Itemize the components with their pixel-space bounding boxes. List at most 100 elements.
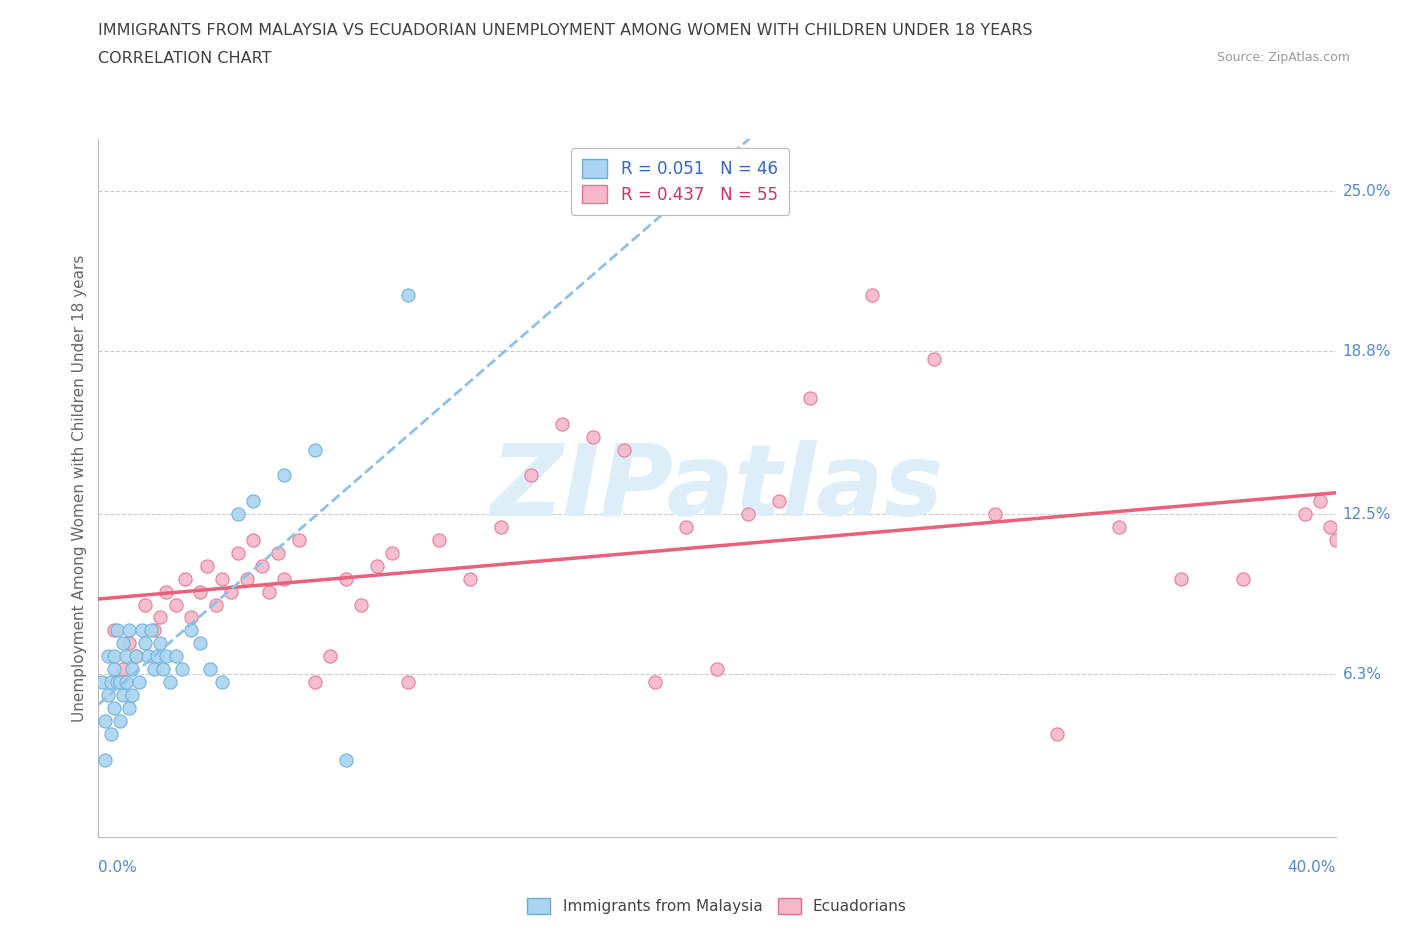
Point xyxy=(1319,520,1341,535)
Point xyxy=(90,674,112,689)
Text: Source: ZipAtlas.com: Source: ZipAtlas.com xyxy=(1216,51,1350,64)
Point xyxy=(381,545,404,560)
Point xyxy=(304,674,326,689)
Point xyxy=(221,584,243,599)
Point xyxy=(366,558,388,573)
Point xyxy=(124,649,146,664)
Point xyxy=(737,507,759,522)
Point xyxy=(149,636,172,651)
Point xyxy=(121,661,143,676)
Point xyxy=(149,610,172,625)
Point xyxy=(112,661,135,676)
Point xyxy=(205,597,228,612)
Point xyxy=(335,752,357,767)
Point xyxy=(396,674,419,689)
Text: 12.5%: 12.5% xyxy=(1343,507,1391,522)
Point xyxy=(108,674,131,689)
Point xyxy=(489,520,512,535)
Point xyxy=(226,545,249,560)
Point xyxy=(143,623,166,638)
Point xyxy=(288,533,311,548)
Point xyxy=(180,623,202,638)
Point xyxy=(273,571,295,586)
Point xyxy=(174,571,197,586)
Point xyxy=(131,623,153,638)
Point xyxy=(236,571,259,586)
Point xyxy=(97,649,120,664)
Point xyxy=(520,468,543,483)
Point xyxy=(350,597,373,612)
Point xyxy=(97,687,120,702)
Text: ZIPatlas: ZIPatlas xyxy=(491,440,943,537)
Point xyxy=(112,687,135,702)
Point xyxy=(165,649,187,664)
Point xyxy=(335,571,357,586)
Point xyxy=(860,287,883,302)
Point xyxy=(242,494,264,509)
Point xyxy=(180,610,202,625)
Point xyxy=(143,661,166,676)
Point xyxy=(799,391,821,405)
Text: 18.8%: 18.8% xyxy=(1343,344,1391,359)
Point xyxy=(190,636,212,651)
Point xyxy=(304,442,326,457)
Point xyxy=(152,661,174,676)
Text: 0.0%: 0.0% xyxy=(98,860,138,875)
Point xyxy=(103,649,125,664)
Point xyxy=(211,571,233,586)
Point xyxy=(103,700,125,715)
Point xyxy=(100,726,122,741)
Point xyxy=(165,597,187,612)
Point xyxy=(155,649,177,664)
Point xyxy=(1046,726,1069,741)
Point xyxy=(458,571,481,586)
Text: 6.3%: 6.3% xyxy=(1343,667,1382,682)
Point xyxy=(267,545,290,560)
Point xyxy=(118,700,141,715)
Point xyxy=(1170,571,1192,586)
Point xyxy=(159,674,181,689)
Point xyxy=(118,623,141,638)
Point xyxy=(1108,520,1130,535)
Point xyxy=(1294,507,1316,522)
Point xyxy=(1309,494,1331,509)
Point xyxy=(134,597,156,612)
Text: IMMIGRANTS FROM MALAYSIA VS ECUADORIAN UNEMPLOYMENT AMONG WOMEN WITH CHILDREN UN: IMMIGRANTS FROM MALAYSIA VS ECUADORIAN U… xyxy=(98,23,1033,38)
Point xyxy=(105,623,128,638)
Point xyxy=(134,636,156,651)
Point xyxy=(195,558,218,573)
Point xyxy=(105,674,128,689)
Point xyxy=(93,713,115,728)
Point xyxy=(1232,571,1254,586)
Text: 25.0%: 25.0% xyxy=(1343,183,1391,199)
Point xyxy=(128,674,150,689)
Point xyxy=(252,558,274,573)
Point xyxy=(396,287,419,302)
Point xyxy=(768,494,790,509)
Point xyxy=(136,649,159,664)
Point xyxy=(115,674,138,689)
Point xyxy=(103,661,125,676)
Point xyxy=(613,442,636,457)
Point xyxy=(427,533,450,548)
Point xyxy=(198,661,221,676)
Point xyxy=(1324,533,1347,548)
Y-axis label: Unemployment Among Women with Children Under 18 years: Unemployment Among Women with Children U… xyxy=(72,255,87,722)
Text: CORRELATION CHART: CORRELATION CHART xyxy=(98,51,271,66)
Point xyxy=(211,674,233,689)
Point xyxy=(984,507,1007,522)
Point xyxy=(190,584,212,599)
Point xyxy=(551,417,574,432)
Point xyxy=(115,649,138,664)
Point xyxy=(706,661,728,676)
Point xyxy=(93,752,115,767)
Point xyxy=(155,584,177,599)
Point xyxy=(112,636,135,651)
Legend: R = 0.051   N = 46, R = 0.437   N = 55: R = 0.051 N = 46, R = 0.437 N = 55 xyxy=(571,148,789,215)
Point xyxy=(170,661,193,676)
Point xyxy=(226,507,249,522)
Point xyxy=(124,649,146,664)
Point xyxy=(582,429,605,444)
Point xyxy=(108,713,131,728)
Point xyxy=(273,468,295,483)
